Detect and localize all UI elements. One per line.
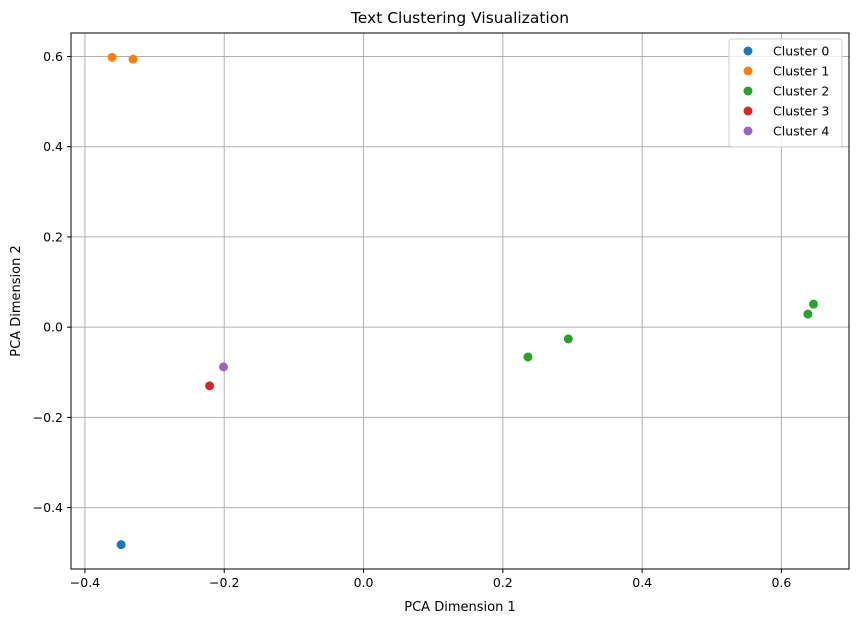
cluster-1-point [128,54,138,64]
cluster-0-point [116,540,126,550]
cluster-1-point [107,52,117,62]
cluster-2-point [803,309,813,319]
x-tick-label: −0.2 [209,575,239,590]
legend: Cluster 0 Cluster 1 Cluster 2 Cluster 3 Clus… [728,38,843,148]
y-tick-label: 0.6 [43,49,63,64]
x-tick-label: −0.4 [70,575,100,590]
legend-label-cluster-2: Cluster 2 [773,84,829,99]
y-axis-ticks: −0.4 −0.2 0.0 0.2 0.4 0.6 [33,49,71,515]
x-tick-label: 0.2 [493,575,513,590]
y-tick-label: 0.0 [43,320,63,335]
y-tick-label: −0.4 [33,500,63,515]
chart-title: Text Clustering Visualization [350,9,569,27]
legend-box [728,38,843,148]
cluster-3-point [205,381,215,391]
legend-marker-cluster-3 [743,106,753,116]
y-axis-title: PCA Dimension 2 [9,245,24,356]
x-axis-title: PCA Dimension 1 [404,600,515,615]
legend-label-cluster-0: Cluster 0 [773,44,829,59]
legend-marker-cluster-0 [743,46,753,56]
plot-frame [70,32,850,570]
y-tick-label: 0.4 [43,139,63,154]
legend-items: Cluster 0 Cluster 1 Cluster 2 Cluster 3 Clus… [743,44,829,139]
legend-label-cluster-3: Cluster 3 [773,104,829,119]
cluster-4-point [219,362,229,372]
legend-marker-cluster-1 [743,66,753,76]
cluster-2-point [523,352,533,362]
y-tick-label: −0.2 [33,410,63,425]
legend-label-cluster-4: Cluster 4 [773,124,829,139]
legend-label-cluster-1: Cluster 1 [773,64,829,79]
data-points [107,52,818,550]
x-tick-label: 0.6 [771,575,791,590]
x-tick-label: 0.4 [632,575,652,590]
cluster-2-point [563,334,573,344]
x-axis-ticks: −0.4 −0.2 0.0 0.2 0.4 0.6 [70,569,791,590]
cluster-2-point [808,299,818,309]
legend-marker-cluster-2 [743,86,753,96]
legend-marker-cluster-4 [743,126,753,136]
x-tick-label: 0.0 [354,575,374,590]
y-tick-label: 0.2 [43,229,63,244]
